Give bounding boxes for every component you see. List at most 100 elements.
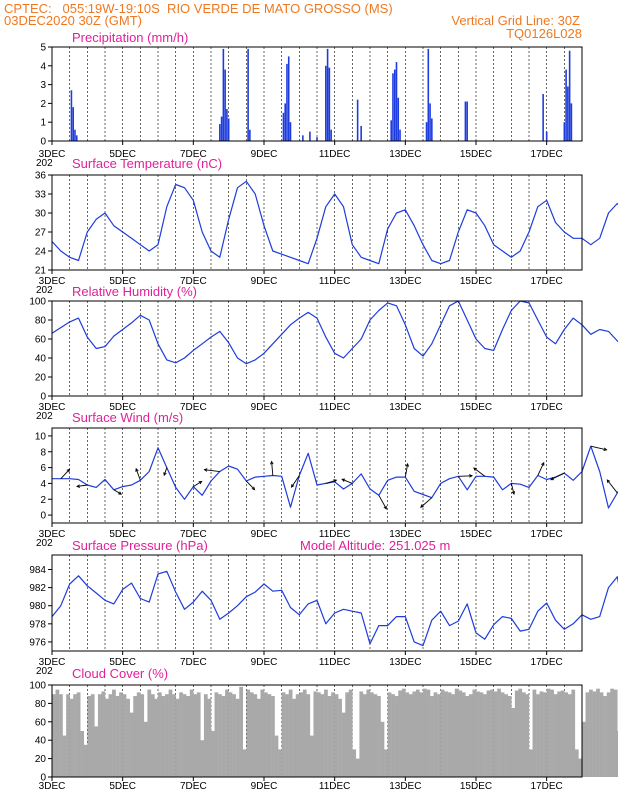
rh-frame xyxy=(51,300,583,397)
pressure-title: Surface Pressure (hPa) xyxy=(72,538,208,553)
precip-x-tick-label: 13DEC xyxy=(389,149,421,160)
cloud-frame xyxy=(51,684,583,778)
cloud-bar xyxy=(468,694,473,777)
wind-panel: Surface Wind (m/s) 0 2 4 6 8 10 3DEC 5DEC 7DEC 9DE… xyxy=(35,410,618,549)
precip-bar xyxy=(226,109,228,141)
cloud-bar xyxy=(458,690,463,777)
precip-bar xyxy=(286,63,288,141)
precip-bar xyxy=(282,112,285,141)
cloud-bar xyxy=(500,692,505,777)
rh-x-tick-label: 11DEC xyxy=(319,402,351,413)
cloud-bar xyxy=(207,698,212,777)
cloud-bar xyxy=(567,694,572,777)
wind-vector-arrowhead xyxy=(270,460,274,465)
cloud-bar xyxy=(161,696,166,777)
wind-vector-arrow xyxy=(510,483,515,495)
precip-bar xyxy=(399,129,401,141)
cloud-bar xyxy=(175,698,180,777)
cloud-bar xyxy=(299,692,304,777)
cloud-bar xyxy=(348,689,353,777)
temp-x-tick-label: 5DEC xyxy=(109,276,136,287)
cloud-bar xyxy=(504,694,508,777)
pressure-panel: Surface Pressure (hPa) Model Altitude: 25… xyxy=(29,538,618,677)
cloud-bar xyxy=(391,694,395,777)
precip-bar xyxy=(284,103,286,141)
precip-y-tick-label: 4 xyxy=(40,61,46,72)
precip-bar xyxy=(326,48,329,141)
cloud-bar xyxy=(444,691,448,777)
rh-y-tick-label: 80 xyxy=(35,316,47,327)
cloud-bar xyxy=(546,688,551,777)
cloud-bar xyxy=(539,691,544,777)
cloud-bar xyxy=(271,696,275,777)
cloud-y-tick-label: 60 xyxy=(35,717,47,728)
temp-y-tick-label: 36 xyxy=(35,171,47,182)
temp-x-tick-label: 3DEC xyxy=(39,276,66,287)
wind-vector-arrow xyxy=(420,497,433,508)
cloud-bar xyxy=(613,689,618,777)
cloud-bar xyxy=(603,696,607,777)
pressure-x-tick-label: 17DEC xyxy=(531,657,563,668)
cloud-y-tick-label: 40 xyxy=(35,736,47,747)
precip-bar xyxy=(72,107,74,141)
cloud-bar xyxy=(415,689,420,777)
precip-x-tick-label: 5DEC xyxy=(109,149,136,160)
rh-y-tick-label: 0 xyxy=(40,392,46,403)
precip-x-tick-label: 9DEC xyxy=(251,149,278,160)
precip-bar xyxy=(360,125,362,141)
cloud-bar xyxy=(377,696,381,777)
cloud-bar xyxy=(97,694,102,777)
wind-vector-arrowhead xyxy=(333,479,338,483)
cloud-bar xyxy=(341,712,346,777)
wind-vector-arrowhead xyxy=(163,472,167,477)
precip-panel: Precipitation (mm/h) 0 1 2 3 4 5 3DEC 5DEC 7DEC 9D… xyxy=(36,30,583,169)
cloud-x-tick-label: 7DEC xyxy=(180,781,207,792)
cloud-bar xyxy=(585,692,590,777)
wind-vector-arrowhead xyxy=(469,474,474,478)
cloud-bar xyxy=(76,692,81,777)
wind-vector-arrowhead xyxy=(473,467,477,471)
cloud-bar xyxy=(292,698,296,777)
precip-bar xyxy=(249,129,251,141)
cloud-bar xyxy=(578,758,583,777)
precip-bar xyxy=(545,131,548,141)
wind-vector-arrow xyxy=(606,479,618,494)
cloud-bar xyxy=(454,688,459,777)
precip-bar xyxy=(427,48,430,141)
cloud-bar xyxy=(302,689,307,777)
cloud-bar xyxy=(288,689,293,777)
cloud-bar xyxy=(186,696,190,777)
cloud-bar xyxy=(362,694,367,777)
cloud-x-tick-label: 17DEC xyxy=(531,781,563,792)
wind-vector-arrow xyxy=(341,478,353,484)
pressure-y-tick-label: 976 xyxy=(29,637,46,648)
rh-x-tick-label: 9DEC xyxy=(251,402,278,413)
cloud-bar xyxy=(122,694,127,777)
cloud-bar xyxy=(557,691,561,777)
cloud-bar xyxy=(136,692,141,777)
temp-year-label: 202 xyxy=(36,285,53,296)
pressure-x-tick-label: 13DEC xyxy=(389,657,421,668)
cloud-bar xyxy=(599,692,604,777)
cloud-bar xyxy=(532,689,537,777)
precip-x-tick-label: 7DEC xyxy=(180,149,207,160)
cloud-bar xyxy=(461,692,466,777)
temp-x-tick-label: 7DEC xyxy=(180,276,207,287)
precip-x-tick-label: 15DEC xyxy=(460,149,492,160)
cloud-title: Cloud Cover (%) xyxy=(72,666,168,681)
cloud-bar xyxy=(90,694,95,777)
cloud-bar xyxy=(239,686,243,777)
cloud-bar xyxy=(101,691,106,777)
precip-bar xyxy=(567,86,569,141)
cloud-bar xyxy=(430,696,434,777)
wind-year-label: 202 xyxy=(36,538,53,549)
precip-y-tick-label: 5 xyxy=(40,43,46,54)
cloud-bar xyxy=(133,696,137,777)
cloud-bar xyxy=(426,689,431,777)
precip-bar xyxy=(316,137,318,141)
cloud-bar xyxy=(543,692,547,777)
wind-vector-arrow xyxy=(193,481,202,487)
cloud-bar xyxy=(571,689,576,777)
wind-vector-arrow xyxy=(291,475,300,488)
cloud-bar xyxy=(592,691,597,777)
